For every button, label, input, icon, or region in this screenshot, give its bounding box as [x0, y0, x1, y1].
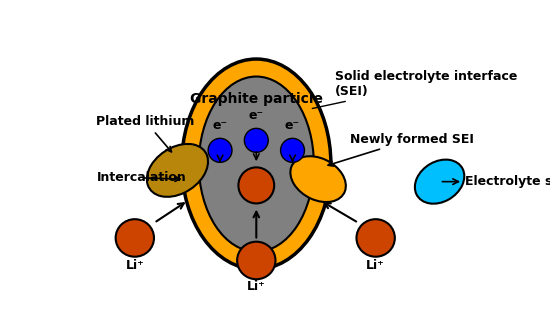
- Text: Newly formed SEI: Newly formed SEI: [328, 133, 474, 166]
- Ellipse shape: [199, 77, 314, 252]
- Ellipse shape: [290, 156, 346, 202]
- Text: Li⁺: Li⁺: [125, 259, 144, 272]
- Ellipse shape: [244, 128, 268, 152]
- Ellipse shape: [116, 219, 154, 257]
- Text: Electrolyte solvent: Electrolyte solvent: [465, 175, 550, 188]
- Text: Li⁺: Li⁺: [247, 280, 266, 293]
- Ellipse shape: [182, 59, 331, 269]
- Text: e⁻: e⁻: [212, 119, 228, 132]
- Ellipse shape: [356, 219, 395, 257]
- Text: Intercalation: Intercalation: [96, 171, 186, 184]
- Text: Graphite particle: Graphite particle: [190, 92, 323, 106]
- Ellipse shape: [208, 138, 232, 162]
- Text: e⁻: e⁻: [285, 119, 300, 132]
- Text: Solid electrolyte interface
(SEI): Solid electrolyte interface (SEI): [312, 70, 518, 109]
- Ellipse shape: [238, 167, 274, 203]
- Ellipse shape: [280, 138, 305, 162]
- Text: Plated lithium: Plated lithium: [96, 115, 195, 152]
- Ellipse shape: [415, 160, 464, 204]
- Ellipse shape: [237, 242, 276, 279]
- Text: e⁻: e⁻: [249, 109, 264, 122]
- Ellipse shape: [147, 144, 208, 197]
- Text: Li⁺: Li⁺: [366, 259, 385, 272]
